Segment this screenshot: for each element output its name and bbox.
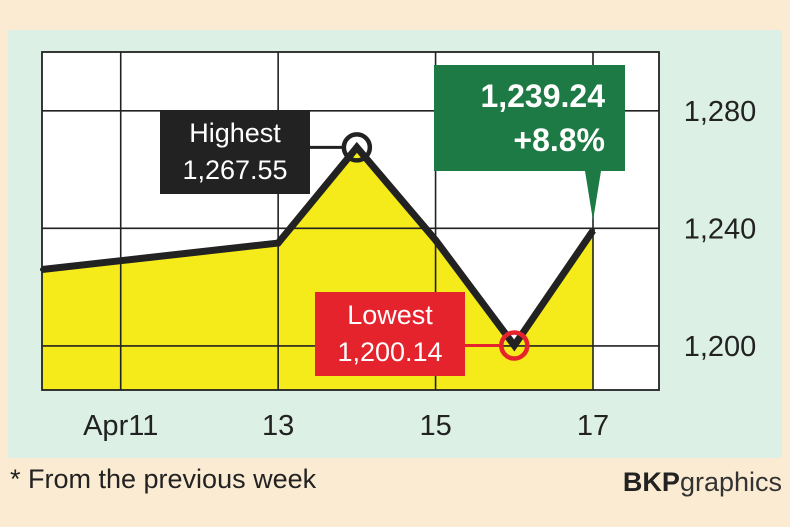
x-tick-label: Apr11: [83, 410, 158, 442]
latest-callout-box: [434, 65, 625, 221]
y-tick-label: 1,200: [684, 331, 757, 363]
line-area-chart: 1,200 1,240 1,280 Apr11 13 15 17 Highest 1,267.5…: [40, 51, 757, 442]
credit-suffix: graphics: [679, 467, 782, 497]
credit-brand: BKP: [622, 467, 680, 497]
x-tick-label: 17: [577, 410, 609, 442]
y-tick-label: 1,240: [684, 213, 757, 245]
highest-title: Highest: [189, 118, 281, 148]
lowest-marker-circle: [499, 330, 530, 361]
highest-label-box: [160, 110, 310, 194]
x-tick-label: 13: [262, 410, 294, 442]
data-point: [276, 241, 281, 246]
plot-border: [41, 51, 660, 391]
data-point: [354, 145, 359, 150]
lowest-title: Lowest: [347, 300, 433, 330]
highest-value: 1,267.55: [182, 155, 287, 185]
series-line: [41, 141, 596, 352]
x-tick-label: 15: [419, 410, 451, 442]
credit-logo: BKPgraphics: [623, 467, 782, 498]
data-point: [197, 249, 202, 254]
data-point: [40, 267, 44, 272]
latest-change: +8.8%: [513, 122, 605, 158]
data-point: [591, 228, 595, 233]
data-point: [433, 238, 438, 243]
latest-value: 1,239.24: [480, 78, 605, 114]
lowest-value: 1,200.14: [337, 337, 442, 367]
data-point: [118, 258, 123, 263]
y-tick-label: 1,280: [684, 96, 757, 128]
chart-panel: 1,200 1,240 1,280 Apr11 13 15 17 Highest 1,267.5…: [8, 30, 782, 458]
data-point: [512, 343, 517, 348]
lowest-label-box: [315, 292, 465, 376]
footnote: * From the previous week: [10, 464, 317, 494]
